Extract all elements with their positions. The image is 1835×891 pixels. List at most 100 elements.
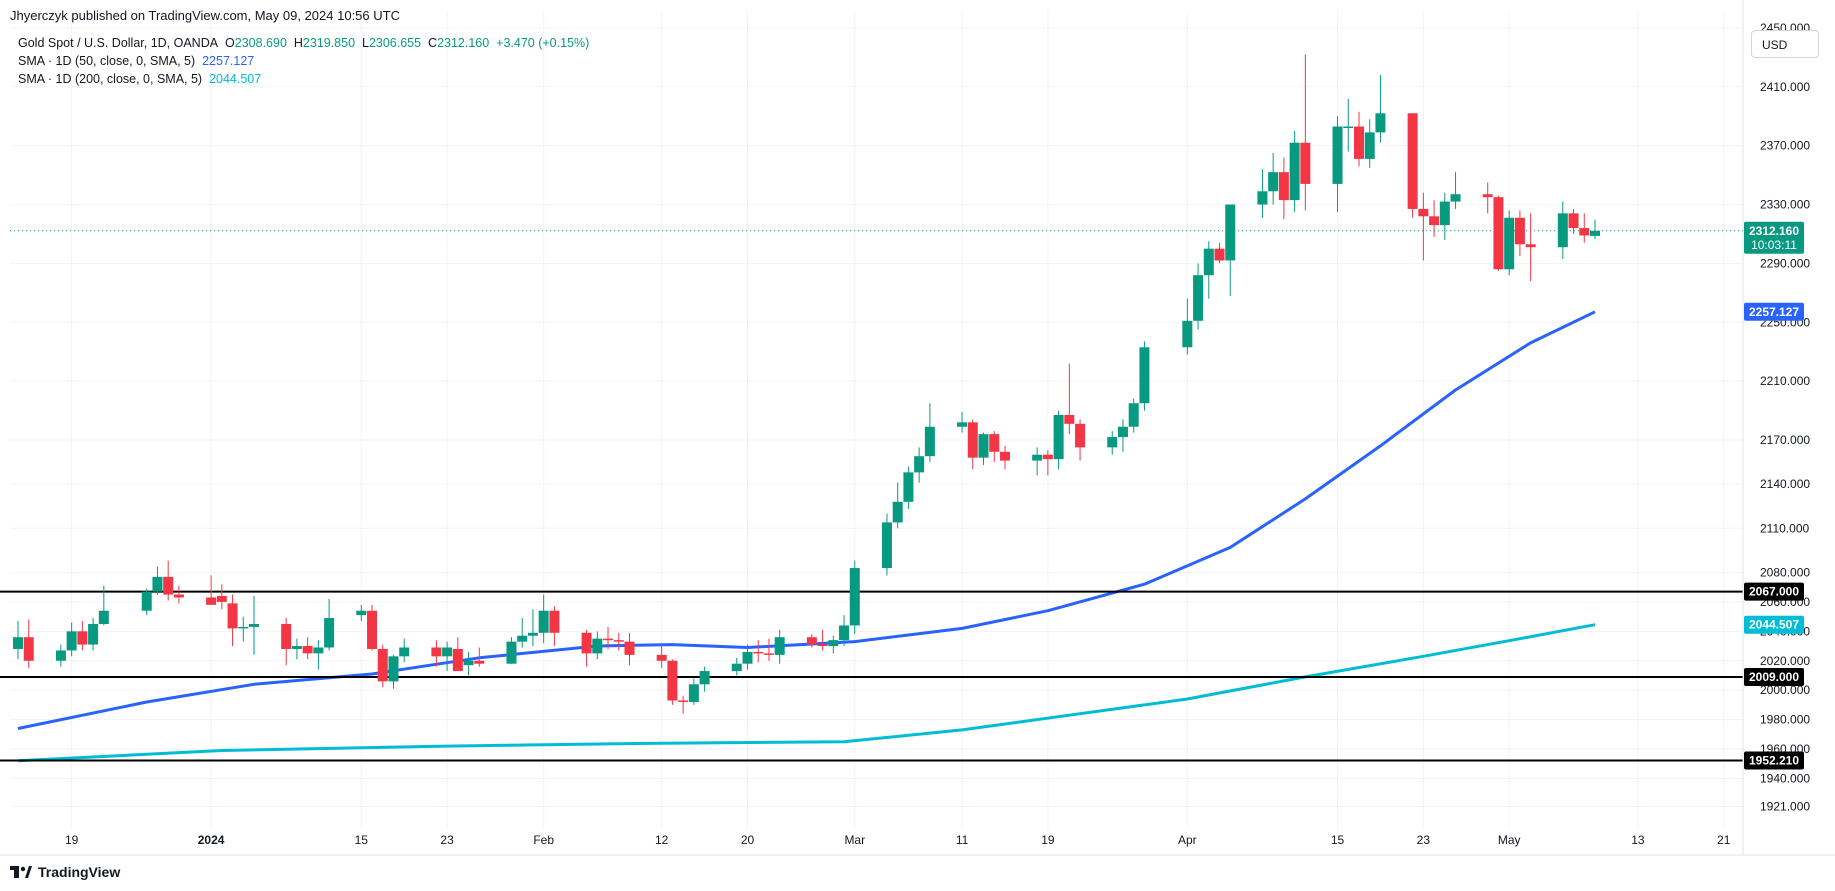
candle[interactable] [474, 660, 485, 664]
candle[interactable] [914, 456, 925, 473]
candle[interactable] [1450, 194, 1461, 202]
candle[interactable] [1418, 208, 1429, 217]
candle[interactable] [656, 654, 667, 661]
candle[interactable] [699, 671, 710, 685]
candle[interactable] [227, 603, 238, 629]
candle[interactable] [903, 472, 914, 502]
candle[interactable] [1075, 423, 1086, 448]
candle[interactable] [1193, 275, 1204, 321]
candle[interactable] [1579, 228, 1590, 236]
candle[interactable] [592, 638, 603, 654]
candle[interactable] [828, 640, 839, 647]
candle[interactable] [1504, 217, 1515, 270]
candle[interactable] [291, 646, 302, 649]
candle[interactable] [506, 641, 517, 664]
candle[interactable] [742, 651, 753, 664]
candle[interactable] [88, 623, 99, 645]
candle[interactable] [77, 631, 88, 645]
candle[interactable] [1514, 217, 1525, 245]
candle[interactable] [688, 684, 699, 702]
candle[interactable] [98, 610, 109, 624]
candle[interactable] [839, 625, 850, 641]
candle[interactable] [1343, 126, 1354, 129]
candle[interactable] [1107, 437, 1118, 448]
candle[interactable] [302, 646, 313, 654]
candle[interactable] [1128, 403, 1139, 427]
candle[interactable] [163, 576, 174, 595]
candle[interactable] [924, 426, 935, 457]
candle[interactable] [527, 632, 538, 636]
candle[interactable] [1182, 320, 1193, 348]
candle[interactable] [1214, 248, 1225, 261]
candle[interactable] [152, 576, 163, 592]
candle[interactable] [399, 647, 410, 657]
candle[interactable] [1042, 454, 1053, 460]
candle[interactable] [463, 660, 474, 666]
candle[interactable] [1300, 142, 1311, 184]
candle[interactable] [1117, 426, 1128, 438]
candle[interactable] [1064, 414, 1075, 424]
candle[interactable] [892, 501, 903, 523]
candle[interactable] [13, 637, 23, 649]
candle[interactable] [1557, 213, 1568, 248]
candle[interactable] [55, 650, 66, 661]
candle[interactable] [1268, 172, 1279, 192]
candle[interactable] [999, 451, 1010, 461]
candle[interactable] [23, 637, 34, 661]
candle[interactable] [173, 594, 184, 598]
candle[interactable] [66, 631, 77, 651]
candle[interactable] [1225, 204, 1236, 261]
candle[interactable] [849, 568, 860, 626]
candle[interactable] [367, 610, 378, 649]
candle[interactable] [989, 434, 1000, 452]
candle[interactable] [817, 644, 828, 647]
legend-symbol[interactable]: Gold Spot / U.S. Dollar, 1D, OANDA [18, 36, 219, 50]
candle[interactable] [1278, 172, 1289, 201]
candle[interactable] [388, 656, 399, 682]
candle[interactable] [753, 651, 764, 654]
candle[interactable] [1482, 194, 1493, 198]
candle[interactable] [1525, 244, 1536, 248]
candle[interactable] [517, 635, 528, 642]
candle[interactable] [281, 623, 292, 649]
candle[interactable] [1203, 248, 1214, 276]
candle[interactable] [1032, 454, 1043, 461]
candle[interactable] [356, 610, 367, 616]
candle[interactable] [667, 660, 678, 701]
candle[interactable] [1375, 113, 1386, 133]
candle[interactable] [377, 648, 388, 682]
candle[interactable] [538, 610, 549, 633]
candle[interactable] [238, 626, 249, 629]
candle[interactable] [141, 591, 152, 611]
candle[interactable] [613, 640, 624, 642]
candle[interactable] [313, 647, 324, 654]
price-axis[interactable] [1743, 0, 1835, 891]
candle[interactable] [978, 434, 989, 458]
candle[interactable] [1364, 132, 1375, 159]
candle[interactable] [967, 422, 978, 458]
currency-button[interactable]: USD [1751, 30, 1819, 58]
candle[interactable] [581, 632, 592, 654]
legend-sma50-row[interactable]: SMA · 1D (50, close, 0, SMA, 5) 2257.127 [18, 52, 589, 70]
candle[interactable] [324, 618, 335, 648]
candle[interactable] [731, 663, 742, 672]
legend-sma200-row[interactable]: SMA · 1D (200, close, 0, SMA, 5) 2044.50… [18, 70, 589, 88]
candle[interactable] [1429, 216, 1440, 226]
candle[interactable] [442, 647, 453, 657]
candle[interactable] [1493, 197, 1504, 270]
candle[interactable] [549, 610, 560, 633]
candle[interactable] [1139, 347, 1150, 404]
candle[interactable] [249, 623, 260, 627]
candle[interactable] [603, 638, 614, 641]
candle[interactable] [624, 641, 635, 655]
candle[interactable] [1568, 213, 1579, 229]
candle[interactable] [1289, 142, 1300, 201]
candle[interactable] [1439, 201, 1450, 226]
candle[interactable] [1407, 113, 1418, 209]
candle[interactable] [806, 637, 817, 645]
candle[interactable] [216, 596, 227, 602]
candle[interactable] [1353, 126, 1364, 159]
candle[interactable] [1257, 191, 1268, 205]
candle[interactable] [206, 597, 217, 605]
